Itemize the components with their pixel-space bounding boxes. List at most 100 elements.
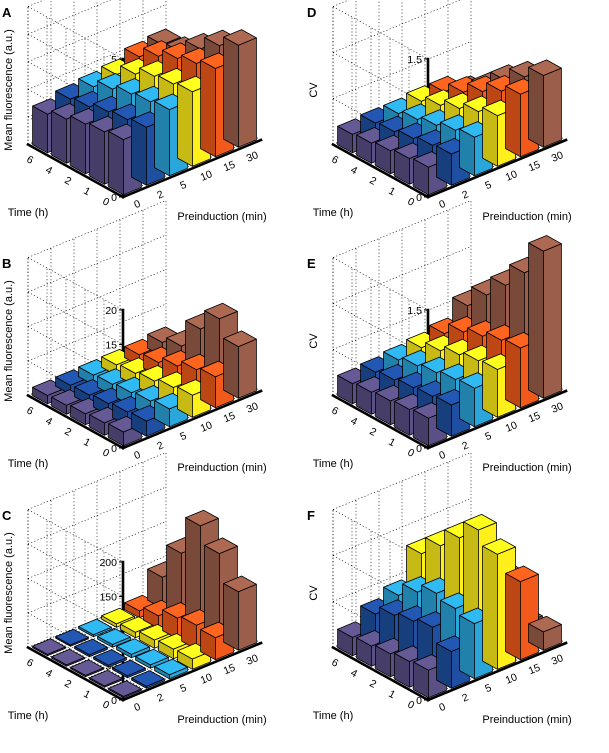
bar [528,59,562,148]
x-tick-label: 30 [550,652,565,668]
x-axis-label: Preinduction (min) [177,714,266,726]
z-axis-label: Mean fluorescence (a.u.) [3,29,15,151]
x-axis [121,138,263,199]
bar [78,618,112,638]
x-tick-label: 0 [132,701,142,714]
bar [223,330,257,399]
bars [337,235,562,447]
bar [55,628,89,647]
y-axis-label: Time (h) [313,207,354,219]
y-tick-label: 1 [82,185,93,198]
bars [337,514,562,699]
y-tick-label: 0 [101,195,112,208]
z-tick-label: 0 [111,695,117,707]
bar [32,638,66,657]
y-axis-label: Time (h) [8,458,49,470]
y-tick-label: 0 [406,698,417,711]
z-axis-label: CV [308,585,320,601]
panel-letter: B [2,256,11,271]
y-tick-label: 6 [25,153,36,166]
x-axis [426,389,568,450]
x-tick-label: 2 [155,188,165,201]
x-tick-label: 0 [132,449,142,462]
y-tick-label: 1 [387,185,398,198]
x-tick-label: 5 [178,430,188,443]
y-tick-label: 4 [349,667,360,680]
x-axis [426,138,568,199]
x-axis [121,641,263,702]
y-tick-label: 0 [406,446,417,459]
x-tick-label: 0 [437,449,447,462]
z-tick-label: 1.5 [407,305,422,317]
y-axis-label: Time (h) [8,207,49,219]
x-tick-label: 2 [460,439,470,452]
y-axis [331,645,430,702]
z-axis-label: CV [308,333,320,349]
y-tick-label: 6 [330,404,341,417]
bar [131,670,165,689]
bars [337,59,562,196]
x-tick-label: 10 [504,419,519,435]
bar [528,235,562,399]
y-tick-label: 4 [349,164,360,177]
bar [112,659,146,679]
y-axis [26,393,125,450]
y-tick-label: 2 [368,425,379,438]
x-tick-label: 5 [483,682,493,695]
panel-letter: C [2,508,12,523]
x-axis-label: Preinduction (min) [177,462,266,474]
z-tick-label: 0 [416,695,422,707]
y-axis [26,645,125,702]
panel-a: A01234502510153001246Mean fluorescence (… [2,0,267,223]
x-tick-label: 2 [460,691,470,704]
x-axis-label: Preinduction (min) [482,462,571,474]
x-tick-label: 0 [132,198,142,211]
z-axis-label: Mean fluorescence (a.u.) [3,532,15,654]
x-tick-label: 10 [504,168,519,184]
x-tick-label: 2 [460,188,470,201]
x-tick-label: 0 [437,198,447,211]
x-axis [121,389,263,450]
bar [89,669,123,688]
x-tick-label: 15 [222,662,237,678]
x-tick-label: 30 [245,400,260,416]
y-tick-label: 1 [82,436,93,449]
y-axis [331,393,430,450]
y-tick-label: 4 [44,667,55,680]
x-tick-label: 5 [483,430,493,443]
z-tick-label: 20 [105,305,117,317]
x-tick-label: 10 [199,671,214,687]
z-tick-label: 1.5 [407,54,422,66]
bars [32,509,257,699]
y-tick-label: 0 [406,195,417,208]
bar [154,658,188,680]
y-tick-label: 4 [44,164,55,177]
bar [223,575,257,651]
x-tick-label: 5 [483,179,493,192]
z-axis-label: Mean fluorescence (a.u.) [3,280,15,402]
y-tick-label: 2 [368,174,379,187]
x-tick-label: 30 [550,400,565,416]
x-tick-label: 10 [504,671,519,687]
bar [135,648,169,669]
x-tick-label: 15 [222,410,237,426]
y-tick-label: 1 [387,436,398,449]
panel-letter: F [307,508,315,523]
y-tick-label: 2 [63,425,74,438]
y-axis [331,142,430,199]
bar [70,659,104,678]
z-tick-label: 0 [111,192,117,204]
x-axis-label: Preinduction (min) [482,714,571,726]
x-tick-label: 2 [155,439,165,452]
y-tick-label: 2 [368,677,379,690]
x-tick-label: 15 [527,159,542,175]
z-tick-label: 5 [111,54,117,66]
y-axis-label: Time (h) [313,710,354,722]
y-tick-label: 1 [82,688,93,701]
bar [74,638,108,658]
bar [97,628,131,648]
panel-letter: A [2,5,12,20]
y-axis [26,142,125,199]
